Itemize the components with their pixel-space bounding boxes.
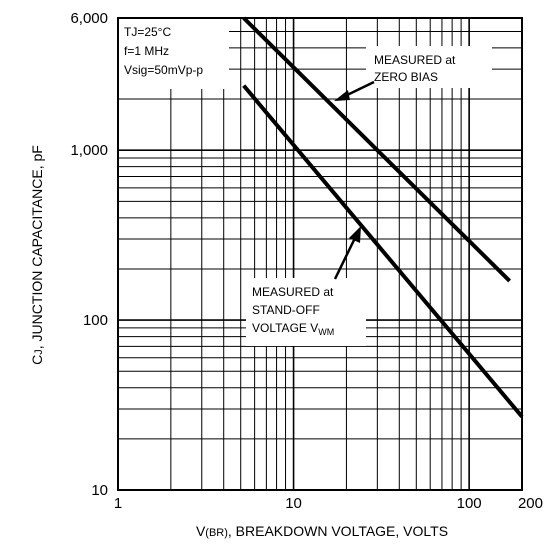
annotation-zero-bias-line1: MEASURED at — [374, 53, 456, 67]
x-tick-label: 1 — [114, 495, 122, 512]
y-axis-title: CJ, JUNCTION CAPACITANCE, pF — [29, 145, 45, 365]
x-tick-label: 10 — [285, 495, 302, 512]
series-standoff-line — [242, 84, 524, 418]
annotation-standoff-arrowhead — [349, 226, 361, 243]
annotation-standoff-line2: STAND-OFF — [252, 303, 320, 317]
data-series — [242, 16, 524, 418]
annotation-standoff-line3: VOLTAGE VWM — [252, 321, 334, 337]
y-tick-label: 10 — [91, 482, 108, 499]
tick-labels: 1 10 100 200 10 100 1,000 6,000 — [70, 10, 543, 512]
annotation-standoff: MEASURED at STAND-OFF VOLTAGE VWM — [246, 226, 366, 346]
series-zero-bias-line — [242, 16, 512, 283]
plot-frame — [117, 17, 523, 491]
x-tick-label: 200 — [518, 495, 543, 512]
annotation-standoff-arrow — [333, 237, 357, 280]
annotation-zero-bias: MEASURED at ZERO BIAS — [334, 46, 492, 101]
y-tick-label: 100 — [83, 312, 108, 329]
condition-temperature: TJ=25°C — [124, 25, 171, 39]
condition-signal: Vsig=50mVp-p — [124, 63, 203, 77]
y-tick-label: 6,000 — [70, 10, 108, 27]
annotation-zero-bias-arrowhead — [334, 90, 350, 101]
annotation-zero-bias-line2: ZERO BIAS — [374, 70, 438, 84]
y-tick-label: 1,000 — [70, 142, 108, 159]
x-axis-title: V(BR), BREAKDOWN VOLTAGE, VOLTS — [196, 523, 448, 539]
annotation-standoff-line1: MEASURED at — [252, 285, 334, 299]
condition-frequency: f=1 MHz — [124, 44, 169, 58]
conditions-box: TJ=25°C f=1 MHz Vsig=50mVp-p — [119, 19, 229, 89]
x-tick-label: 100 — [457, 495, 482, 512]
